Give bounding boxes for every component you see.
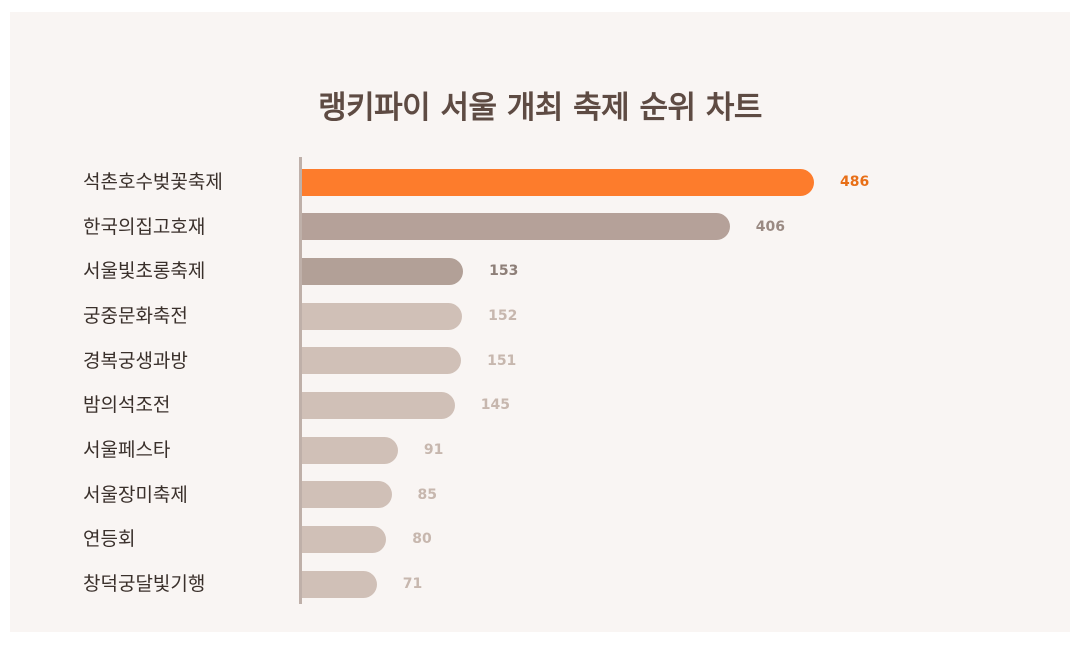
value-label: 145 xyxy=(480,397,510,414)
category-label: 한국의집고호재 xyxy=(83,215,206,238)
bar xyxy=(302,257,464,285)
bar xyxy=(302,168,814,196)
category-label: 창덕궁달빛기행 xyxy=(83,573,206,596)
category-label: 밤의석조전 xyxy=(83,394,171,417)
value-label: 71 xyxy=(402,576,423,593)
bar xyxy=(302,436,398,464)
category-label: 연등회 xyxy=(83,528,136,551)
bar xyxy=(302,570,377,598)
bar xyxy=(302,391,455,419)
value-label: 80 xyxy=(412,531,432,548)
value-label: 406 xyxy=(755,218,785,235)
bar xyxy=(302,347,462,375)
y-axis-line xyxy=(299,157,302,604)
value-label: 91 xyxy=(423,442,444,459)
bar xyxy=(302,213,730,241)
bar xyxy=(302,481,392,509)
category-label: 서울빛초롱축제 xyxy=(83,260,206,283)
value-label: 486 xyxy=(840,174,870,190)
value-label: 153 xyxy=(489,263,519,280)
chart-card xyxy=(10,12,1070,632)
category-label: 서울장미축제 xyxy=(83,483,188,506)
category-label: 석촌호수벚꽃축제 xyxy=(83,171,223,193)
category-label: 궁중문화축전 xyxy=(83,305,188,327)
category-label: 경복궁생과방 xyxy=(83,349,188,372)
category-label: 서울페스타 xyxy=(83,439,171,462)
chart-title: 랭키파이 서울 개최 축제 순위 차트 xyxy=(318,90,762,126)
value-label: 85 xyxy=(417,486,438,503)
value-label: 151 xyxy=(487,352,517,369)
value-label: 152 xyxy=(488,308,518,324)
bar xyxy=(302,525,387,553)
bar xyxy=(302,302,463,330)
